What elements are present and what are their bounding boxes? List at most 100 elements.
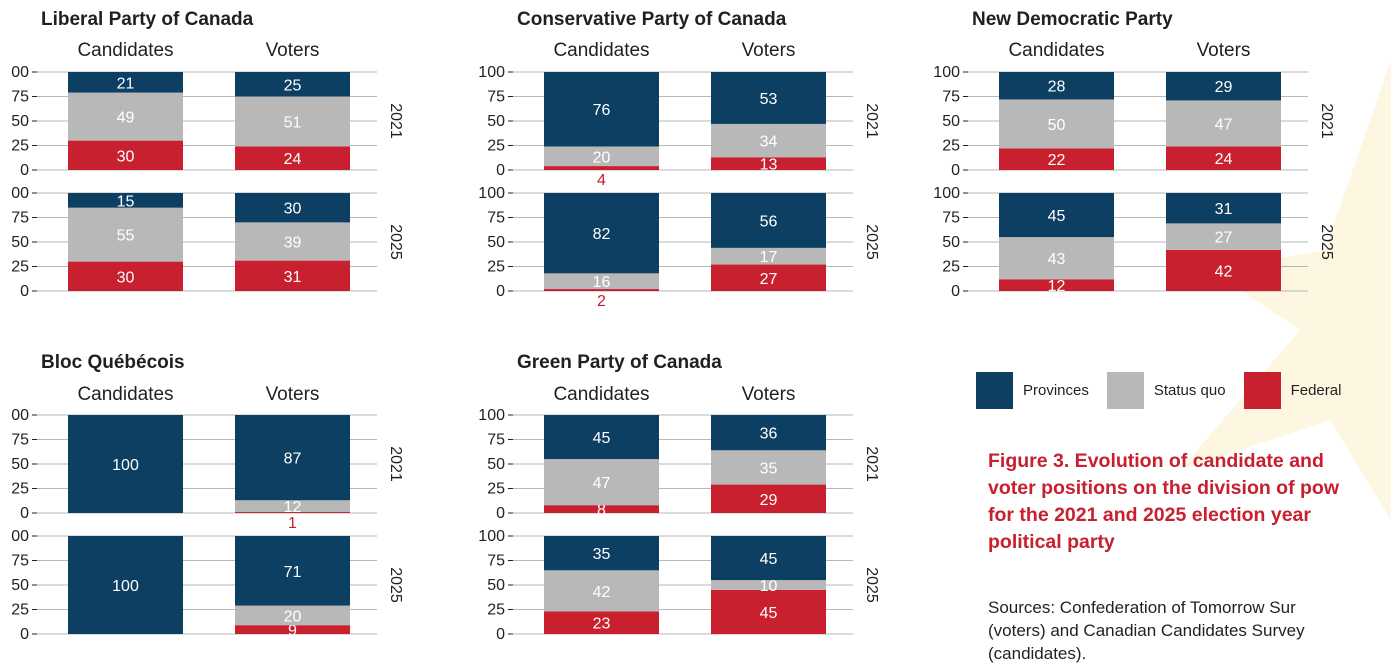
data-label: 50 [1048,117,1066,134]
data-label: 4 [597,172,606,189]
bar-segment-provinces [235,536,350,606]
y-tick-label: 50 [487,113,505,130]
y-tick-label: 100 [933,64,960,81]
data-label: 10 [760,578,778,595]
y-tick-label: 75 [487,432,505,449]
bar-segment-provinces [68,193,183,208]
y-tick-label: 0 [496,162,505,179]
y-tick-label: 0 [20,626,29,643]
column-heading-voters: Voters [1197,40,1251,61]
data-label: 71 [284,564,302,581]
y-tick-label: 25 [487,259,505,276]
y-tick-label: 0 [20,283,29,300]
year-label-2025: 2025 [863,567,880,603]
y-tick-label: 00 [11,64,29,81]
column-heading-voters: Voters [266,40,320,61]
y-tick-label: 00 [11,528,29,545]
data-label: 35 [593,546,611,563]
bar-segment-federal [235,512,350,513]
data-label: 12 [284,499,302,516]
bar-segment-provinces [711,536,826,581]
bar-segment-federal [1166,146,1281,170]
legend: Provinces Status quo Federal [976,370,1359,410]
column-heading-candidates: Candidates [77,40,173,61]
column-heading-voters: Voters [266,384,320,405]
y-tick-label: 00 [11,407,29,424]
y-tick-label: 0 [20,162,29,179]
bar-segment-status-quo [235,500,350,513]
bar-segment-provinces [235,415,350,501]
y-tick-label: 25 [487,138,505,155]
figure-title: Figure 3. Evolution of candidate and vot… [988,450,1339,553]
year-label-2021: 2021 [387,103,404,139]
data-label: 29 [1215,79,1233,96]
y-tick-label: 25 [487,602,505,619]
y-tick-label: 50 [11,234,29,251]
data-label: 30 [117,269,135,286]
bar-segment-provinces [711,72,826,124]
y-tick-label: 75 [11,210,29,227]
data-label: 87 [284,451,302,468]
bar-segment-provinces [999,72,1114,100]
data-label: 20 [284,608,302,625]
legend-swatch-status-quo [1106,371,1144,409]
bar-segment-provinces [68,536,183,634]
bar-segment-provinces [68,415,183,513]
bar-segment-federal [1166,249,1281,291]
bar-segment-status-quo [544,459,659,506]
bar-segment-status-quo [1166,223,1281,250]
y-tick-label: 00 [11,185,29,202]
data-label: 45 [593,430,611,447]
data-label: 29 [760,492,778,509]
y-tick-label: 75 [11,432,29,449]
year-label-2025: 2025 [863,224,880,260]
bar-segment-provinces [544,536,659,571]
data-label: 9 [288,623,297,640]
data-label: 27 [1215,230,1233,247]
data-label: 12 [1048,278,1066,295]
data-label: 31 [284,269,302,286]
y-tick-label: 0 [496,283,505,300]
data-label: 30 [117,148,135,165]
data-label: 100 [112,578,139,595]
data-label: 23 [593,616,611,633]
bar-segment-provinces [235,193,350,223]
data-label: 35 [760,460,778,477]
data-label: 42 [593,584,611,601]
data-label: 13 [760,157,778,174]
bar-segment-provinces [544,193,659,274]
bar-segment-federal [544,505,659,513]
sources-note: Sources: Confederation of Tomorrow Sur (… [988,598,1305,663]
data-label: 56 [760,213,778,230]
y-tick-label: 25 [942,259,960,276]
column-heading-voters: Voters [742,384,796,405]
bar-segment-status-quo [711,123,826,158]
panel-title-bloc-qu-b-cois: Bloc Québécois [41,352,185,373]
year-label-2021: 2021 [863,103,880,139]
year-label-2025: 2025 [387,224,404,260]
y-tick-label: 25 [487,481,505,498]
y-tick-label: 0 [496,626,505,643]
legend-swatch-provinces [976,371,1013,409]
data-label: 28 [1048,79,1066,96]
data-label: 15 [117,193,135,210]
panel-title-liberal-party-of-canada: Liberal Party of Canada [41,9,254,30]
bar-segment-federal [235,260,350,291]
data-label: 22 [1048,152,1066,169]
bar-segment-status-quo [711,247,826,265]
bar-segment-federal [711,157,826,170]
data-label: 31 [1215,201,1233,218]
bar-segment-provinces [711,415,826,451]
panel-title-new-democratic-party: New Democratic Party [972,9,1173,30]
y-tick-label: 25 [11,259,29,276]
bar-segment-status-quo [235,605,350,626]
bar-segment-federal [999,148,1114,170]
year-label-2025: 2025 [387,567,404,603]
data-label: 30 [284,201,302,218]
bar-segment-status-quo [235,222,350,261]
bar-segment-status-quo [544,146,659,167]
data-label: 51 [284,114,302,131]
panel-title-green-party-of-canada: Green Party of Canada [517,352,722,373]
y-tick-label: 25 [11,481,29,498]
